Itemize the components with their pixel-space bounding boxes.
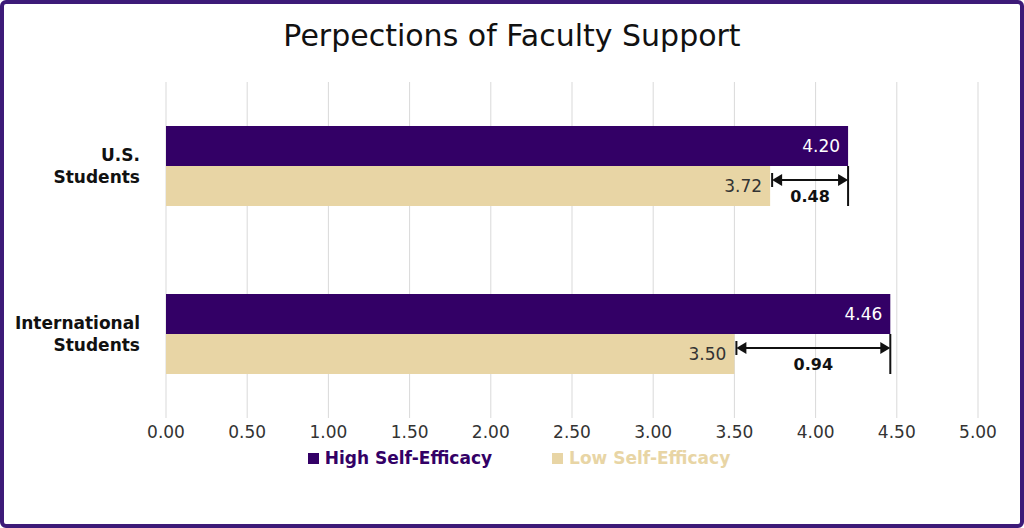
html-text:Low Self-Efficacy: Low Self-Efficacy (569, 448, 731, 468)
svg-text:3.50: 3.50 (689, 344, 727, 364)
svg-text:0.00: 0.00 (147, 422, 185, 442)
svg-text:3.00: 3.00 (634, 422, 672, 442)
svg-text:InternationalStudents: InternationalStudents (15, 313, 140, 355)
svg-text:2.50: 2.50 (553, 422, 591, 442)
svg-text:U.S.Students: U.S.Students (53, 145, 140, 187)
svg-text:4.20: 4.20 (802, 136, 840, 156)
html-text:High Self-Efficacy: High Self-Efficacy (324, 448, 492, 468)
svg-text:3.72: 3.72 (724, 176, 762, 196)
svg-text:4.46: 4.46 (844, 304, 882, 324)
svg-text:4.00: 4.00 (797, 422, 835, 442)
svg-text:3.50: 3.50 (715, 422, 753, 442)
svg-text:1.00: 1.00 (309, 422, 347, 442)
svg-text:1.50: 1.50 (391, 422, 429, 442)
svg-text:0.94: 0.94 (794, 355, 833, 374)
svg-text:2.00: 2.00 (472, 422, 510, 442)
svg-text:5.00: 5.00 (959, 422, 997, 442)
svg-text:0.48: 0.48 (790, 187, 829, 206)
html-text:Perpections of Faculty Support: Perpections of Faculty Support (283, 18, 741, 53)
svg-text:4.50: 4.50 (878, 422, 916, 442)
svg-text:0.50: 0.50 (228, 422, 266, 442)
